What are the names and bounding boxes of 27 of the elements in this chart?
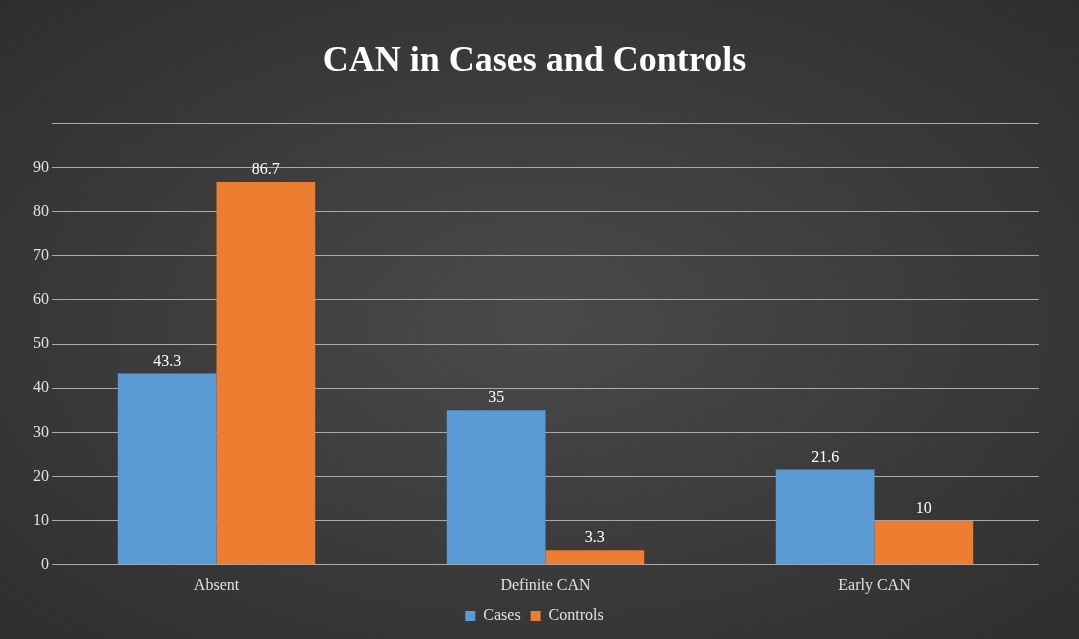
bar — [117, 373, 217, 565]
y-tick-label: 40 — [33, 378, 49, 396]
y-tick-label: 90 — [33, 157, 49, 175]
y-tick-label: 20 — [33, 466, 49, 484]
data-label: 43.3 — [153, 351, 182, 369]
y-tick-label: 0 — [41, 555, 49, 572]
data-label: 35 — [488, 388, 505, 406]
data-label: 10 — [915, 498, 932, 516]
y-tick-label: 10 — [33, 510, 49, 528]
y-tick-label: 60 — [33, 290, 49, 308]
bar — [775, 469, 875, 565]
y-tick-label: 30 — [33, 422, 49, 440]
bar — [446, 410, 546, 565]
bar — [545, 550, 645, 565]
x-tick-label: Early CAN — [838, 575, 912, 594]
x-tick-label: Definite CAN — [500, 575, 592, 593]
bar — [216, 181, 316, 565]
chart-title: CAN in Cases and Controls — [322, 38, 747, 79]
data-label: 3.3 — [584, 528, 605, 546]
data-label: 21.6 — [811, 447, 840, 465]
legend-label: Controls — [548, 606, 604, 624]
y-tick-label: 50 — [33, 334, 49, 352]
y-tick-label: 80 — [33, 201, 49, 219]
bar — [874, 520, 974, 565]
y-tick-label: 70 — [33, 245, 49, 263]
legend-label: Cases — [483, 606, 521, 624]
x-tick-label: Absent — [193, 575, 240, 593]
